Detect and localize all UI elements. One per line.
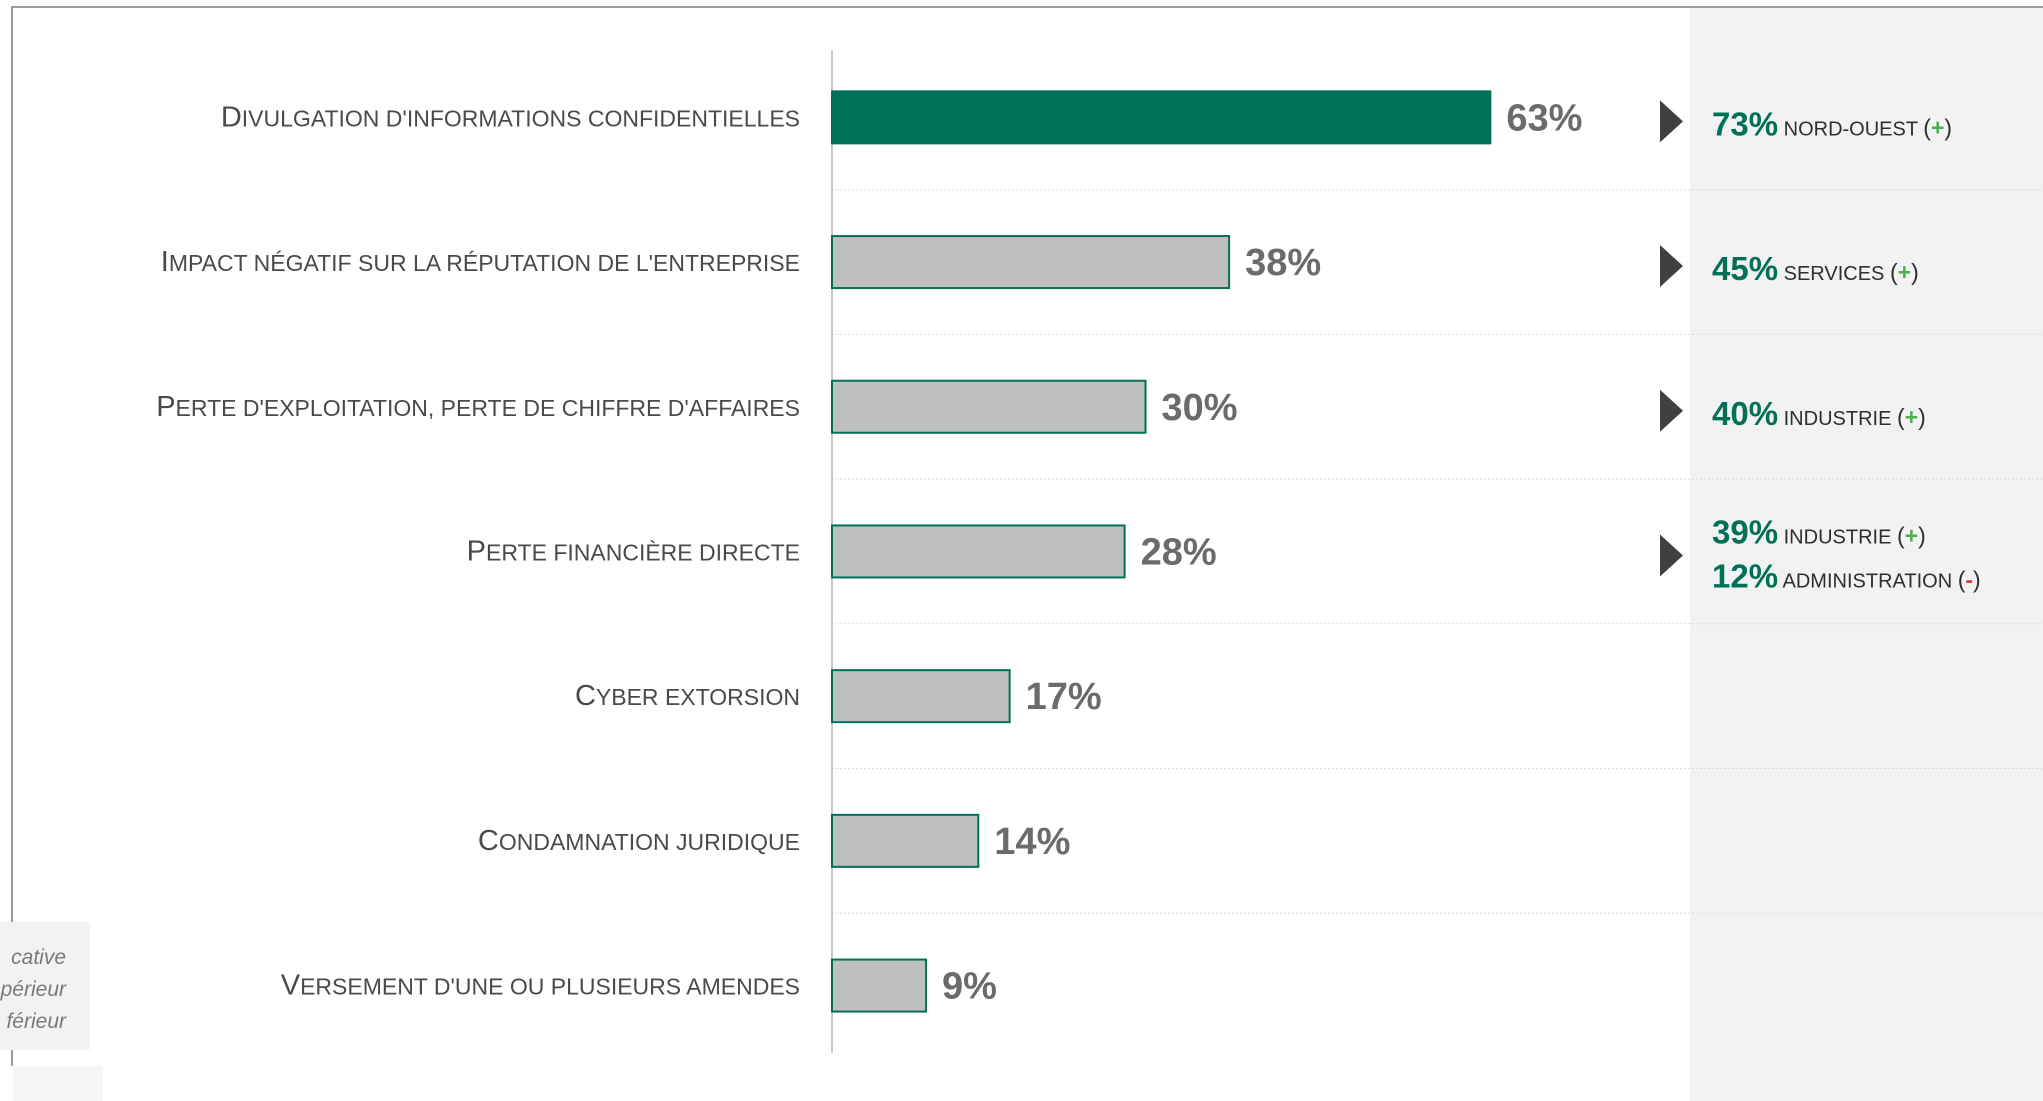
- significance-legend: cative périeur férieur: [0, 922, 90, 1050]
- bar-3: [831, 379, 1147, 434]
- highlight-arrow-icon: [1660, 534, 1683, 577]
- bar-7: [831, 958, 928, 1013]
- category-label-1: DIVULGATION D'INFORMATIONS CONFIDENTIELL…: [221, 101, 800, 133]
- legend-line-higher: périeur: [0, 978, 66, 1001]
- category-label-3: PERTE D'EXPLOITATION, PERTE DE CHIFFRE D…: [156, 391, 800, 423]
- frame-top-border: [11, 6, 2043, 8]
- bar-2: [831, 235, 1231, 290]
- bar-4: [831, 524, 1126, 579]
- highlight-arrow-icon: [1660, 100, 1683, 143]
- category-label-4: PERTE FINANCIÈRE DIRECTE: [467, 535, 800, 567]
- highlight-arrow-icon: [1660, 389, 1683, 432]
- legend-line-lower: férieur: [6, 1010, 66, 1033]
- bar-5: [831, 669, 1011, 724]
- frame-left-border: [11, 6, 13, 1066]
- highlight-entry: 45% SERVICES (+): [1712, 250, 1919, 287]
- value-label-3: 30%: [1162, 387, 1238, 429]
- value-label-2: 38%: [1245, 242, 1321, 284]
- value-label-5: 17%: [1026, 676, 1102, 718]
- highlight-entry: 40% INDUSTRIE (+): [1712, 395, 1926, 432]
- category-label-7: VERSEMENT D'UNE OU PLUSIEURS AMENDES: [281, 970, 800, 1002]
- value-label-6: 14%: [994, 821, 1070, 863]
- highlight-entry: 12% ADMINISTRATION (-): [1712, 557, 1981, 594]
- category-label-2: IMPACT NÉGATIF SUR LA RÉPUTATION DE L'EN…: [161, 246, 800, 278]
- highlight-arrow-icon: [1660, 245, 1683, 288]
- value-label-7: 9%: [942, 966, 997, 1008]
- footer-strip: [13, 1066, 103, 1101]
- value-label-4: 28%: [1141, 531, 1217, 573]
- highlight-entry: 39% INDUSTRIE (+): [1712, 513, 1926, 550]
- category-label-5: CYBER EXTORSION: [575, 680, 800, 712]
- legend-line-significant: cative: [11, 946, 66, 969]
- bar-6: [831, 813, 980, 868]
- bar-1: [831, 90, 1492, 145]
- category-label-6: CONDAMNATION JURIDIQUE: [478, 825, 800, 857]
- value-label-1: 63%: [1506, 97, 1582, 139]
- highlight-entry: 73% NORD-OUEST (+): [1712, 105, 1952, 142]
